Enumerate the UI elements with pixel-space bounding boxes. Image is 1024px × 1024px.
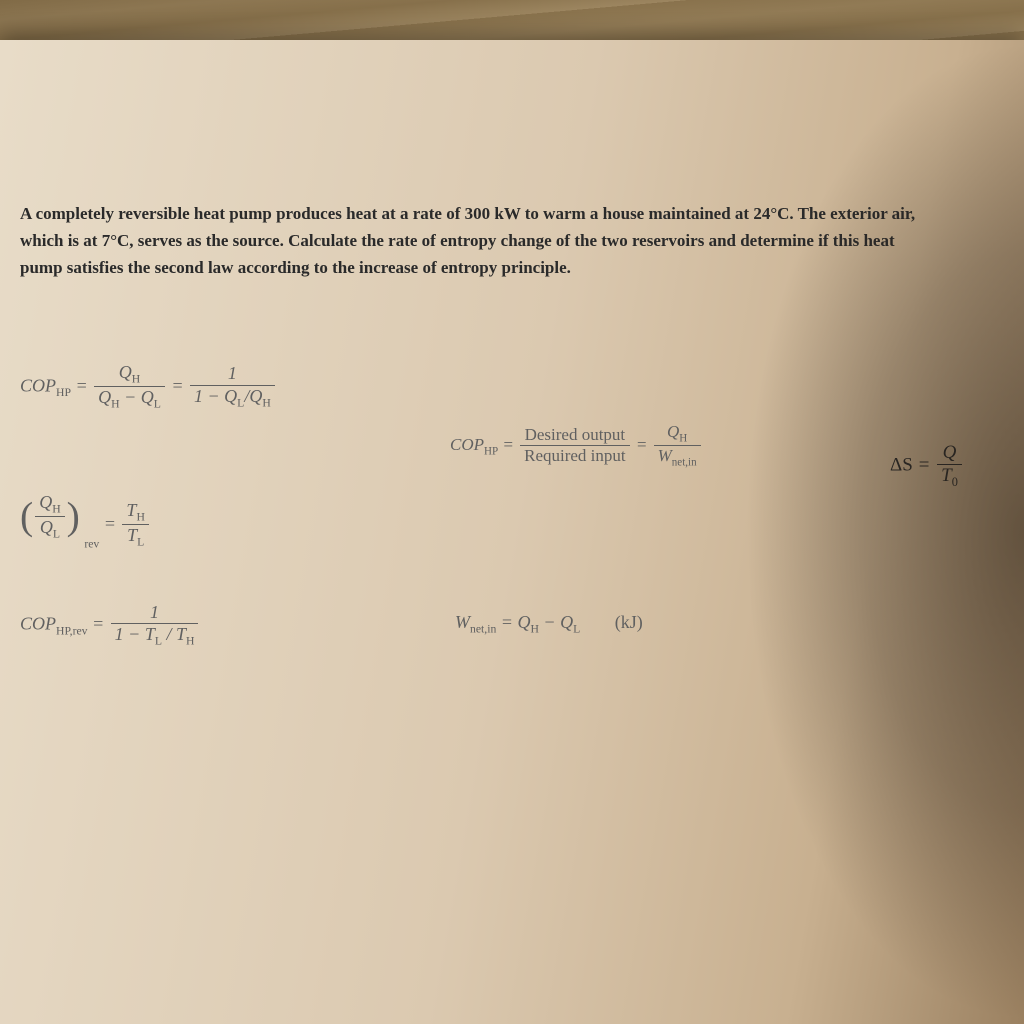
required-input: Required input <box>520 446 630 466</box>
equals: = <box>75 375 92 395</box>
formula-ratio-rev: ( QH QL ) rev = TH TL <box>20 492 151 550</box>
equals-6: = <box>636 435 652 454</box>
cop-sub: HP <box>56 385 71 398</box>
problem-statement: A completely reversible heat pump produc… <box>20 200 920 282</box>
q-ds: Q <box>937 442 962 466</box>
ql-w: Q <box>560 612 573 632</box>
qh-w: Q <box>517 612 530 632</box>
equals-5: = <box>502 435 518 454</box>
frac-t-ratio: TH TL <box>122 500 148 550</box>
ql-den-b-sub: L <box>154 398 161 411</box>
rev-sub: rev <box>84 537 99 550</box>
minus-1: − <box>120 387 141 407</box>
ql-r: Q <box>40 517 53 537</box>
rparen-icon: ) <box>67 501 80 533</box>
formula-cop-hp-definition: COPHP = Desired output Required input = … <box>450 422 703 470</box>
unit-kj: (kJ) <box>615 612 643 632</box>
t0-sub: 0 <box>952 475 958 489</box>
tl-r-sub: L <box>137 536 144 549</box>
formula-w-net: Wnet,in = QH − QL (kJ) <box>455 612 643 636</box>
frac-q-ratio: QH QL <box>35 492 64 542</box>
cop-sub-3: HP <box>484 445 498 457</box>
slash-2: / <box>162 624 176 644</box>
equals-2: = <box>171 375 188 395</box>
qh-r-sub: H <box>52 502 60 515</box>
paper-sheet: A completely reversible heat pump produc… <box>0 40 1024 1024</box>
t-ds: T <box>941 465 952 486</box>
frac-ds: Q T0 <box>937 442 962 490</box>
frac-cop-rev: 1 1 − TL / TH <box>111 602 199 649</box>
ql-den2: Q <box>224 386 237 406</box>
lparen-icon: ( <box>20 501 33 533</box>
cop-label-2: COP <box>20 613 56 633</box>
ql-r-sub: L <box>53 528 60 541</box>
desired-output: Desired output <box>520 425 630 446</box>
tl-d-sub: L <box>155 635 162 648</box>
qh-w-sub: H <box>530 622 538 635</box>
th-r-sub: H <box>136 510 144 523</box>
cop-sub-2: HP,rev <box>56 624 88 637</box>
one-minus: 1 − <box>194 386 224 406</box>
formula-cop-hp-rev: COPHP,rev = 1 1 − TL / TH <box>20 602 200 649</box>
equals-7: = <box>918 454 936 475</box>
qh-den-a: Q <box>98 387 111 407</box>
equals-3: = <box>104 513 121 533</box>
qh-def-sub: H <box>679 432 687 444</box>
equals-4: = <box>92 613 109 633</box>
tl-r: T <box>127 525 137 545</box>
one-num: 1 <box>190 363 275 386</box>
qh-num: Q <box>119 362 132 382</box>
formula-region: COPHP = QH QH − QL = 1 1 − QL/QH ( <box>20 362 974 812</box>
ql-w-sub: L <box>573 622 580 635</box>
th-d-sub: H <box>186 635 194 648</box>
qh-den2: Q <box>249 386 262 406</box>
cop-label-3: COP <box>450 435 484 454</box>
th-d: T <box>176 624 186 644</box>
w-def-sub: net,in <box>672 457 697 469</box>
w-lhs-sub: net,in <box>470 622 496 635</box>
ql-den-b: Q <box>141 387 154 407</box>
minus-w: − <box>539 612 560 632</box>
formula-cop-hp-expanded: COPHP = QH QH − QL = 1 1 − QL/QH <box>20 362 277 412</box>
delta-s-label: ΔS <box>890 454 913 475</box>
frac-qh-w: QH Wnet,in <box>654 422 701 470</box>
qh-def: Q <box>667 422 679 441</box>
qh-den2-sub: H <box>262 396 270 409</box>
tl-d: T <box>145 624 155 644</box>
w-def: W <box>658 446 672 465</box>
one-num-2: 1 <box>111 602 199 625</box>
frac-desired: Desired output Required input <box>520 425 630 467</box>
one-minus-2: 1 − <box>115 624 145 644</box>
qh-r: Q <box>39 492 52 512</box>
th-r: T <box>126 500 136 520</box>
frac-1: QH QH − QL <box>94 362 165 412</box>
formula-delta-s: ΔS = Q T0 <box>890 442 964 490</box>
cop-label: COP <box>20 375 56 395</box>
qh-num-sub: H <box>132 372 140 385</box>
w-lhs: W <box>455 612 470 632</box>
frac-2: 1 1 − QL/QH <box>190 363 275 410</box>
qh-den-a-sub: H <box>111 398 119 411</box>
equals-8: = <box>501 612 518 632</box>
